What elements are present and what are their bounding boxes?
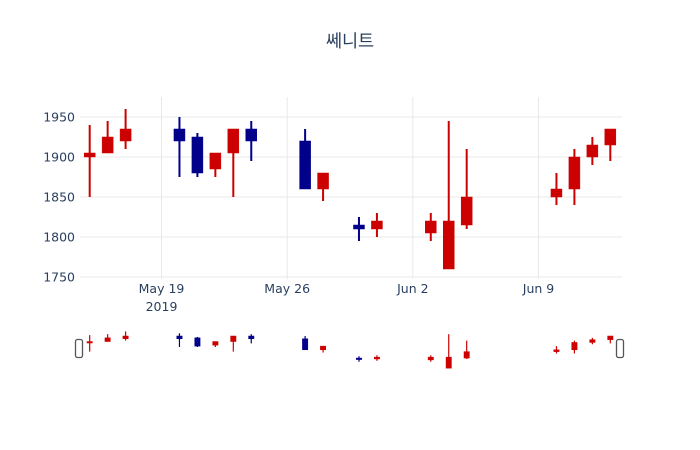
candle-body [604, 128, 617, 146]
mini-candle-body [356, 357, 362, 360]
candle-body [245, 128, 258, 142]
range-slider-track[interactable] [80, 328, 622, 372]
candle-body [568, 156, 581, 190]
mini-candle-body [194, 337, 201, 347]
mini-candle-body [445, 356, 452, 369]
y-tick-label: 1750 [43, 270, 75, 285]
x-tick-label: Jun 2 [396, 281, 428, 296]
mini-candle-body [86, 341, 93, 344]
mini-candle-body [122, 335, 129, 340]
candle-body [371, 220, 383, 230]
x-tick-sublabel: 2019 [146, 299, 178, 314]
candle-body [119, 128, 132, 142]
candle-body [586, 144, 599, 158]
candle-body [460, 196, 473, 226]
range-slider-handle-left[interactable] [74, 338, 84, 359]
candle-body [83, 152, 96, 158]
x-tick-label: Jun 9 [522, 281, 555, 296]
x-tick-label: May 26 [264, 281, 310, 296]
x-tick-label: May 19 [139, 281, 185, 296]
candle-body [209, 152, 222, 170]
mini-candle-body [104, 337, 111, 342]
candle-body [173, 128, 186, 142]
mini-candle-body [320, 345, 327, 351]
mini-candle-body [427, 356, 434, 361]
candle-body [550, 188, 563, 198]
y-tick-label: 1950 [43, 110, 75, 125]
mini-candle-body [589, 339, 596, 343]
mini-candle-body [571, 342, 578, 351]
mini-candle-body [230, 335, 237, 342]
y-tick-label: 1900 [43, 150, 75, 165]
chart-title: 쎄니트 [325, 32, 375, 52]
mini-candle-body [553, 349, 560, 352]
mini-candle-body [212, 341, 219, 346]
candle-body [227, 128, 240, 154]
candle-body [442, 220, 455, 270]
candle-body [191, 136, 204, 174]
candle-body [101, 136, 114, 154]
plot-area[interactable] [80, 97, 622, 279]
mini-candle-body [463, 351, 470, 359]
mini-candle-body [248, 335, 255, 340]
candle-body [299, 140, 311, 190]
mini-candle-body [302, 338, 309, 351]
y-tick-label: 1800 [43, 230, 75, 245]
mini-candle-body [607, 335, 614, 340]
mini-candle-body [373, 356, 380, 360]
range-slider-handle-right[interactable] [615, 338, 625, 359]
candle-body [353, 224, 365, 230]
mini-candle-body [176, 335, 183, 340]
candle-body [425, 220, 437, 234]
y-tick-label: 1850 [43, 190, 75, 205]
candle-body [317, 172, 329, 190]
